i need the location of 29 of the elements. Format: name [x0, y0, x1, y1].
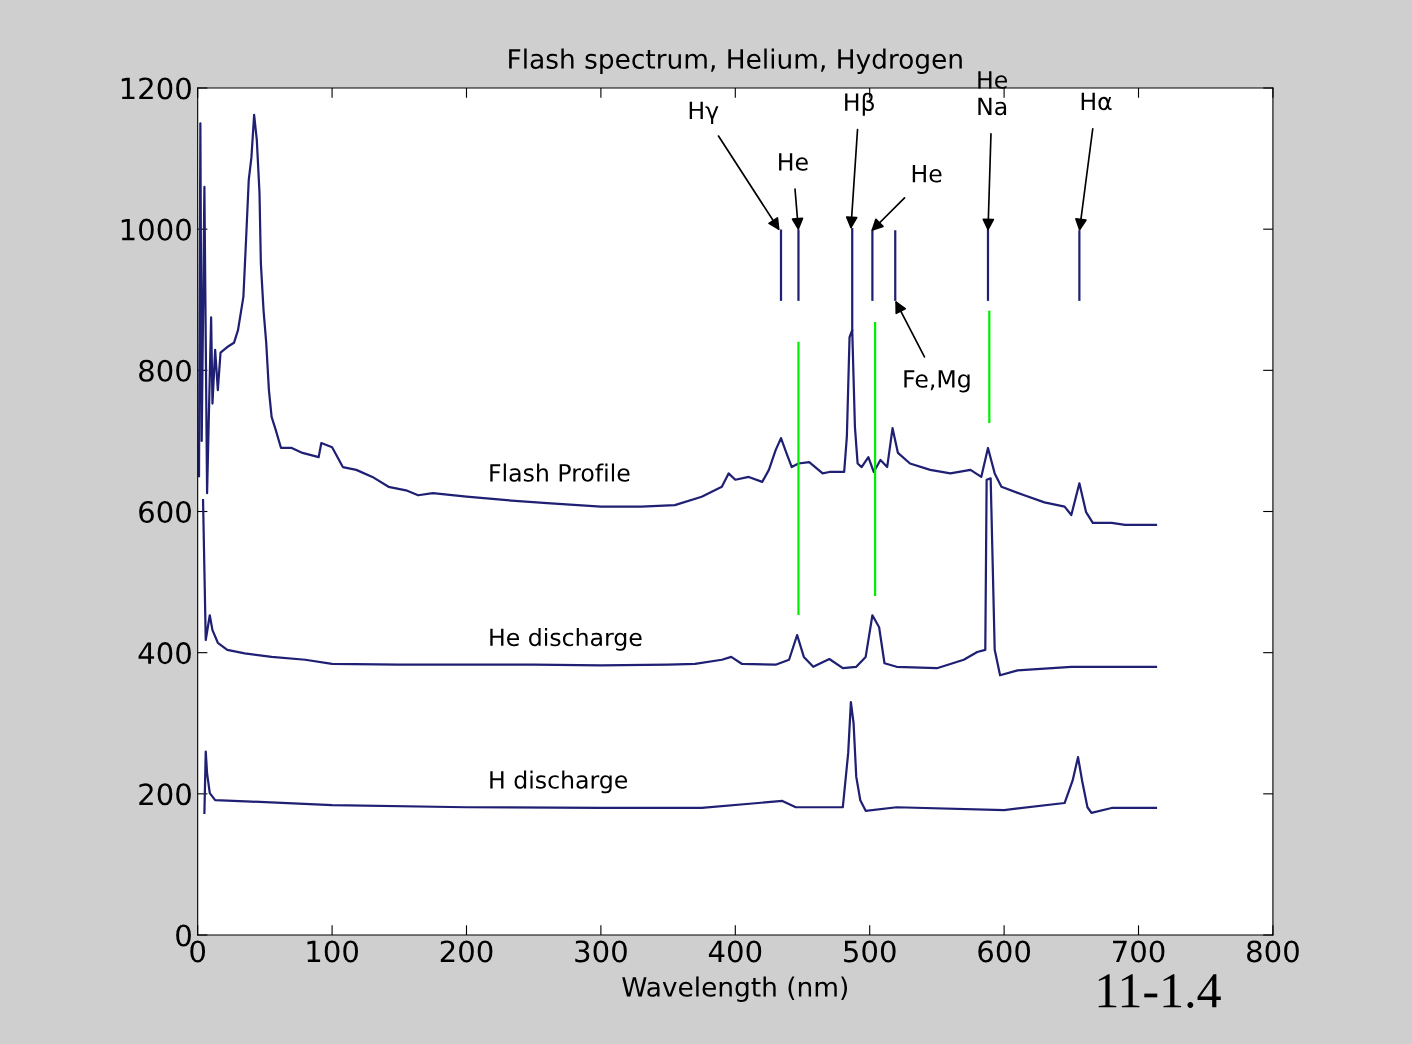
- annotation: Hγ: [689, 101, 719, 124]
- x-tick-label: 800: [1247, 940, 1299, 963]
- x-tick-label: 400: [708, 940, 762, 963]
- y-tick-label: 1000: [121, 218, 191, 241]
- y-tick-label: 1200: [121, 77, 191, 100]
- series-label: H discharge: [490, 770, 628, 794]
- x-tick-label: 100: [307, 940, 358, 963]
- y-tick-label: 0: [176, 924, 191, 947]
- chart-title: Flash spectrum, Helium, Hydrogen: [509, 48, 962, 75]
- text: 11-1.4: [1098, 974, 1221, 1008]
- annotation: He Na: [978, 71, 1008, 116]
- x-tick-label: 700: [1113, 940, 1165, 963]
- annotation: He: [779, 153, 808, 171]
- annotation: Hβ: [845, 92, 874, 116]
- x-tick-label: 600: [978, 940, 1031, 963]
- y-tick-label: 600: [139, 500, 191, 523]
- y-tick-label: 800: [139, 359, 191, 382]
- x-tick-label: 500: [844, 940, 896, 963]
- y-tick-label: 200: [139, 783, 191, 806]
- annotation: Hα: [1081, 92, 1112, 111]
- x-tick-label: 0: [190, 940, 206, 963]
- series-label: He discharge: [490, 627, 642, 651]
- series-label: Flash Profile: [490, 463, 630, 482]
- x-axis-title: Wavelength (nm): [622, 976, 848, 1002]
- x-tick-label: 200: [440, 940, 493, 963]
- y-tick-label: 400: [138, 642, 191, 665]
- annotation: He: [912, 165, 942, 183]
- annotation: Fe,Mg: [904, 370, 970, 393]
- x-tick-label: 300: [575, 940, 627, 963]
